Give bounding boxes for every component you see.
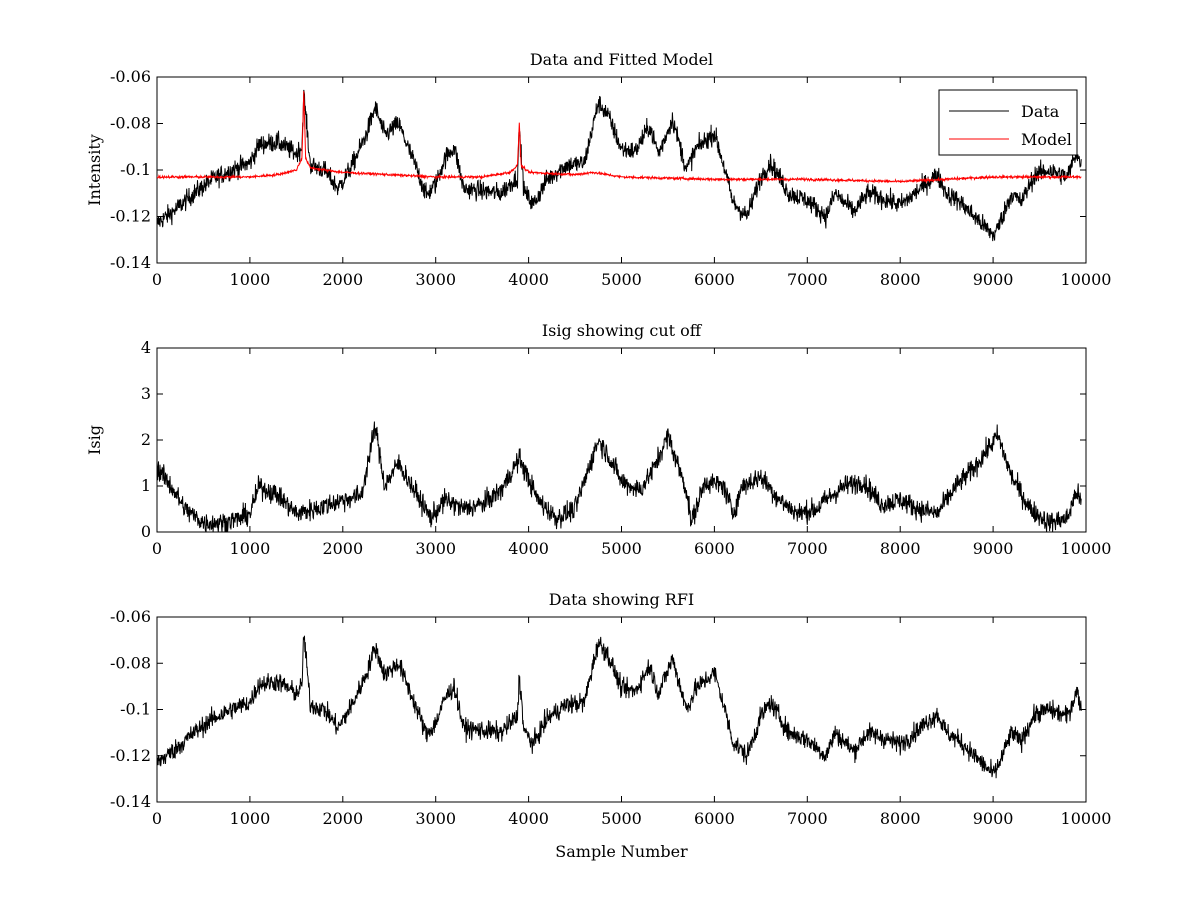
x-tick-label: 7000 [787, 539, 828, 558]
y-tick-label: -0.12 [110, 746, 151, 765]
x-tick-label: 1000 [230, 539, 271, 558]
y-tick-label: -0.08 [110, 114, 151, 133]
series-line-data [157, 89, 1082, 242]
x-tick-label: 1000 [230, 270, 271, 289]
x-tick-label: 4000 [508, 539, 549, 558]
y-tick-label: -0.12 [110, 207, 151, 226]
y-tick-label: 4 [141, 338, 151, 357]
x-tick-label: 0 [152, 270, 162, 289]
x-tick-label: 10000 [1061, 809, 1112, 828]
x-tick-label: 2000 [322, 539, 363, 558]
x-axis-label: Sample Number [555, 842, 688, 861]
x-tick-label: 9000 [973, 539, 1014, 558]
chart-panel-3: 0 1000 2000 3000 4000 5000 6000 7000 8000 9000 100… [110, 590, 1111, 861]
x-tick-label: 2000 [322, 809, 363, 828]
y-tick-label: 0 [141, 522, 151, 541]
x-tick-label: 5000 [601, 809, 642, 828]
x-tick-label: 6000 [694, 809, 735, 828]
series-line-data [157, 635, 1082, 779]
x-tick-label: 3000 [415, 270, 456, 289]
legend: Data Model [938, 89, 1078, 156]
y-tick-label: -0.14 [110, 792, 151, 811]
chart-panel-1: 0 1000 2000 3000 4000 5000 6000 7000 8000 9000 100… [85, 50, 1111, 289]
y-tick-label: 3 [141, 384, 151, 403]
x-tick-label: 7000 [787, 270, 828, 289]
x-tick-label: 8000 [880, 809, 921, 828]
series-line-isig [157, 421, 1082, 532]
chart-title: Isig showing cut off [542, 321, 703, 340]
chart-title: Data and Fitted Model [530, 50, 713, 69]
y-tick-label: -0.06 [110, 607, 151, 626]
x-tick-label: 10000 [1061, 539, 1112, 558]
chart-title: Data showing RFI [549, 590, 694, 609]
x-tick-label: 2000 [322, 270, 363, 289]
chart-panel-2: 0 1000 2000 3000 4000 5000 6000 7000 8000 9000 100… [85, 321, 1111, 558]
legend-box [938, 89, 1078, 156]
series-line-model [157, 91, 1082, 184]
legend-label-data: Data [1021, 102, 1060, 121]
x-tick-label: 9000 [973, 809, 1014, 828]
x-tick-label: 1000 [230, 809, 271, 828]
legend-label-model: Model [1021, 130, 1072, 149]
y-tick-label: 1 [141, 476, 151, 495]
x-tick-label: 8000 [880, 270, 921, 289]
y-tick-label: -0.08 [110, 653, 151, 672]
y-tick-label: -0.1 [120, 700, 151, 719]
x-tick-label: 3000 [415, 809, 456, 828]
x-tick-label: 4000 [508, 270, 549, 289]
y-axis-label: Isig [85, 425, 104, 455]
y-axis-label: Intensity [85, 134, 104, 206]
x-tick-label: 9000 [973, 270, 1014, 289]
x-tick-label: 10000 [1061, 270, 1112, 289]
x-tick-label: 5000 [601, 539, 642, 558]
y-tick-label: 2 [141, 430, 151, 449]
x-tick-label: 6000 [694, 270, 735, 289]
x-tick-label: 4000 [508, 809, 549, 828]
x-tick-label: 7000 [787, 809, 828, 828]
x-tick-label: 6000 [694, 539, 735, 558]
x-tick-label: 3000 [415, 539, 456, 558]
x-tick-label: 5000 [601, 270, 642, 289]
x-tick-label: 0 [152, 809, 162, 828]
x-tick-label: 8000 [880, 539, 921, 558]
x-tick-label: 0 [152, 539, 162, 558]
axes-frame [156, 616, 1087, 803]
y-tick-label: -0.06 [110, 67, 151, 86]
y-tick-label: -0.1 [120, 160, 151, 179]
axes-frame [156, 347, 1087, 533]
y-tick-label: -0.14 [110, 253, 151, 272]
